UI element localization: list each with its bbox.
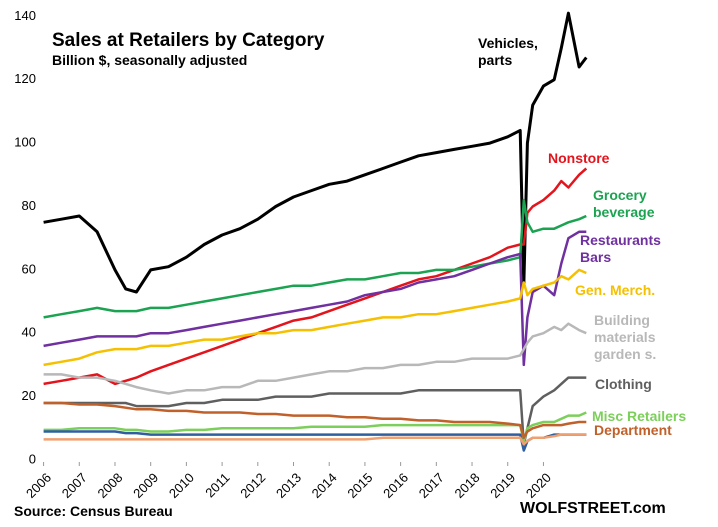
x-tick-label: 2019 <box>487 470 518 501</box>
y-tick-label: 0 <box>29 451 36 466</box>
x-tick-label: 2013 <box>273 470 304 501</box>
x-tick-label: 2016 <box>380 470 411 501</box>
series-line <box>43 401 587 440</box>
x-tick-label: 2018 <box>452 470 483 501</box>
series-label: Building materials garden s. <box>594 312 657 362</box>
x-tick-label: 2012 <box>237 470 268 501</box>
series-label: Clothing <box>595 376 652 392</box>
y-tick-label: 20 <box>22 388 36 403</box>
chart-subtitle: Billion $, seasonally adjusted <box>52 52 248 68</box>
series-line <box>43 11 588 294</box>
series-line <box>43 198 587 319</box>
series-label: Nonstore <box>548 150 610 166</box>
series-label: Vehicles, parts <box>478 35 538 68</box>
y-tick-label: 120 <box>14 71 36 86</box>
chart-title: Sales at Retailers by Category <box>52 30 325 51</box>
x-tick-label: 2009 <box>130 470 161 501</box>
x-tick-label: 2017 <box>416 470 447 501</box>
series-line <box>43 322 587 395</box>
series-label: Restaurants Bars <box>580 232 661 265</box>
y-tick-label: 80 <box>22 198 36 213</box>
series-line <box>43 230 587 367</box>
x-tick-label: 2011 <box>202 470 232 500</box>
series-line <box>43 268 587 367</box>
y-tick-label: 140 <box>14 8 36 23</box>
x-tick-label: 2014 <box>309 470 340 501</box>
x-tick-label: 2008 <box>94 470 125 501</box>
x-tick-label: 2006 <box>23 470 54 501</box>
series-label: Misc Retailers <box>592 408 687 424</box>
series-line <box>43 167 588 386</box>
y-tick-label: 40 <box>22 325 36 340</box>
credit: WOLFSTREET.com <box>520 500 666 517</box>
y-tick-label: 60 <box>22 261 36 276</box>
source: Source: Census Bureau <box>14 503 173 519</box>
x-tick-label: 2010 <box>166 470 197 501</box>
y-tick-label: 100 <box>14 135 36 150</box>
series-label: Grocery beverage <box>593 187 655 220</box>
series-line <box>43 376 587 446</box>
x-tick-label: 2020 <box>523 470 554 501</box>
series-line <box>43 430 587 452</box>
x-tick-label: 2015 <box>344 470 375 501</box>
series-line <box>43 411 587 443</box>
series-label: Department <box>594 422 672 438</box>
series-label: Gen. Merch. <box>575 282 656 298</box>
series-line <box>43 433 587 446</box>
x-tick-label: 2007 <box>59 470 90 501</box>
